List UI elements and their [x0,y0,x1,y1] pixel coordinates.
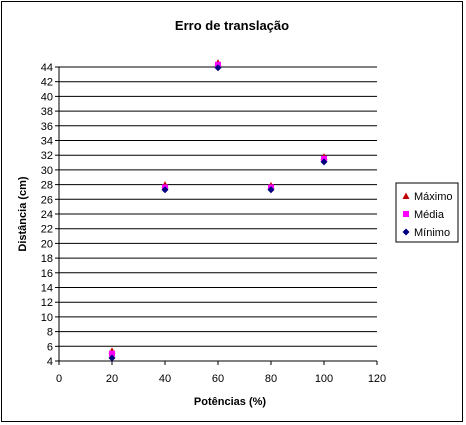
x-axis-label: Potências (%) [194,396,266,408]
y-tick-labels: 4 6 8 10 12 14 16 18 20 22 24 26 28 30 32 34 36 38 40 42 44 [41,62,53,368]
y-axis-label: Distância (cm) [17,176,29,252]
media-point [109,350,115,357]
legend-label-maximo: Máximo [414,191,453,203]
y-tick-label: 40 [41,91,53,103]
minimo-point [108,354,116,362]
y-tick-label: 20 [41,238,53,250]
minimo-point [267,186,275,194]
minimo-point [161,186,169,194]
legend-marker-media [403,211,409,217]
axes [55,66,378,365]
y-tick-label: 10 [41,312,53,324]
legend-marker-maximo [402,192,410,199]
y-tick-label: 26 [41,194,53,206]
y-tick-label: 8 [47,327,53,339]
legend-label-minimo: Mínimo [414,227,450,239]
minimo-point [214,64,222,72]
x-tick-label: 0 [56,373,62,385]
x-tick-labels: 0 20 40 60 80 100 120 [56,373,386,385]
grid-lines [59,66,377,362]
y-tick-label: 4 [47,356,53,368]
y-tick-label: 18 [41,253,53,265]
y-tick-label: 34 [41,136,53,148]
y-tick-label: 24 [41,209,53,221]
legend-marker-minimo [402,228,410,236]
x-tick-label: 120 [368,373,386,385]
minimo-point [320,158,328,166]
y-tick-label: 14 [41,283,53,295]
y-tick-label: 36 [41,121,53,133]
chart-title: Erro de translação [175,18,289,33]
x-tick-label: 100 [315,373,333,385]
legend-label-media: Média [414,209,445,221]
legend: Máximo Média Mínimo [395,182,459,243]
y-tick-label: 30 [41,165,53,177]
y-tick-label: 38 [41,106,53,118]
y-tick-label: 12 [41,297,53,309]
x-tick-label: 40 [159,373,171,385]
y-tick-label: 28 [41,180,53,192]
y-tick-label: 42 [41,77,53,89]
y-tick-label: 6 [47,341,53,353]
data-points [108,59,328,362]
y-tick-label: 32 [41,150,53,162]
x-tick-label: 80 [265,373,277,385]
y-tick-label: 16 [41,268,53,280]
x-tick-label: 20 [106,373,118,385]
y-tick-label: 44 [41,62,53,74]
y-tick-label: 22 [41,224,53,236]
x-tick-label: 60 [212,373,224,385]
